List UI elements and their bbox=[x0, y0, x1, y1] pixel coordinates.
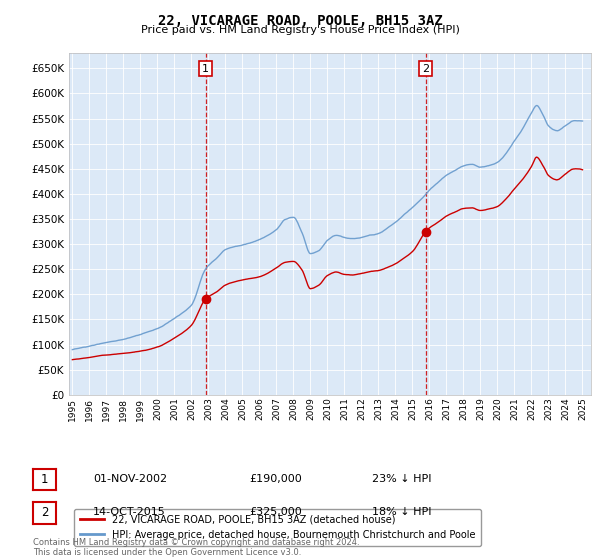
Text: Price paid vs. HM Land Registry's House Price Index (HPI): Price paid vs. HM Land Registry's House … bbox=[140, 25, 460, 35]
Text: 18% ↓ HPI: 18% ↓ HPI bbox=[372, 507, 431, 517]
Text: 22, VICARAGE ROAD, POOLE, BH15 3AZ: 22, VICARAGE ROAD, POOLE, BH15 3AZ bbox=[158, 14, 442, 28]
Text: 14-OCT-2015: 14-OCT-2015 bbox=[93, 507, 166, 517]
Legend: 22, VICARAGE ROAD, POOLE, BH15 3AZ (detached house), HPI: Average price, detache: 22, VICARAGE ROAD, POOLE, BH15 3AZ (deta… bbox=[74, 509, 481, 545]
Text: 1: 1 bbox=[202, 64, 209, 73]
Text: 1: 1 bbox=[41, 473, 48, 486]
Text: 2: 2 bbox=[41, 506, 48, 520]
Text: £190,000: £190,000 bbox=[249, 474, 302, 484]
Text: £325,000: £325,000 bbox=[249, 507, 302, 517]
Text: 23% ↓ HPI: 23% ↓ HPI bbox=[372, 474, 431, 484]
Text: 2: 2 bbox=[422, 64, 429, 73]
Text: 01-NOV-2002: 01-NOV-2002 bbox=[93, 474, 167, 484]
Text: Contains HM Land Registry data © Crown copyright and database right 2024.
This d: Contains HM Land Registry data © Crown c… bbox=[33, 538, 359, 557]
